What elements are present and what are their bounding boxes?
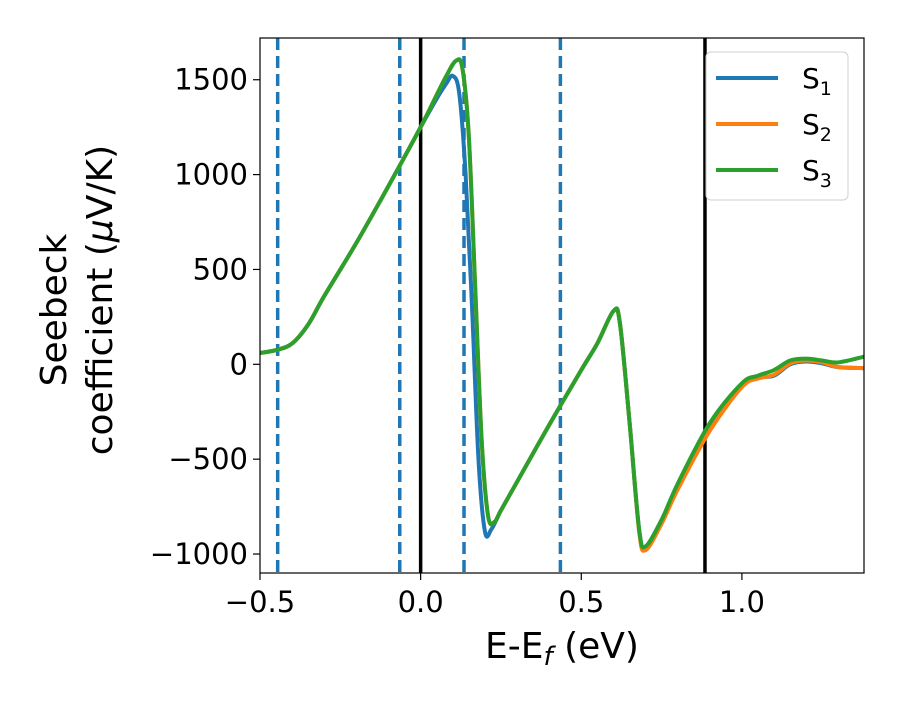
x-tick-label: 0.5 xyxy=(558,585,604,619)
y-axis-title-line2: coefficient (μV/K) xyxy=(80,145,121,455)
y-tick-label: −500 xyxy=(168,442,248,476)
series-lines xyxy=(260,57,864,553)
x-axis-title: E-Ef (eV) xyxy=(485,626,639,672)
legend-label-s1: S1 xyxy=(802,62,832,100)
x-axis-title-main: E-E xyxy=(485,626,543,667)
y-axis-title-mu: μ xyxy=(80,219,121,243)
y-tick-label: 1500 xyxy=(174,63,248,97)
x-tick-label: 1.0 xyxy=(719,585,765,619)
y-tick-label: 0 xyxy=(230,347,248,381)
y-axis-title-unit: V/K) xyxy=(80,145,121,219)
y-tick-label: 1000 xyxy=(174,158,248,192)
legend-label-s3: S3 xyxy=(802,154,832,192)
y-tick-label: 500 xyxy=(193,252,248,286)
x-axis-title-unit: (eV) xyxy=(553,626,639,667)
y-tick-label: −1000 xyxy=(150,537,248,571)
x-tick-label: −0.5 xyxy=(225,585,295,619)
legend-label-s2: S2 xyxy=(802,108,832,146)
plot-frame xyxy=(259,37,865,574)
y-axis-title: Seebeck coefficient (μV/K) xyxy=(34,145,121,455)
series-line-s3 xyxy=(260,57,864,550)
reference-lines xyxy=(275,38,707,573)
y-axis-title-line2-a: coefficient ( xyxy=(80,242,121,455)
legend: S1 S2 S3 xyxy=(705,51,849,201)
x-axis: −0.5 0.0 0.5 1.0 xyxy=(225,573,765,619)
x-tick-label: 0.0 xyxy=(398,585,444,619)
y-axis: −1000 −500 0 500 1000 1500 xyxy=(150,63,260,571)
y-axis-title-line1: Seebeck xyxy=(34,233,75,386)
